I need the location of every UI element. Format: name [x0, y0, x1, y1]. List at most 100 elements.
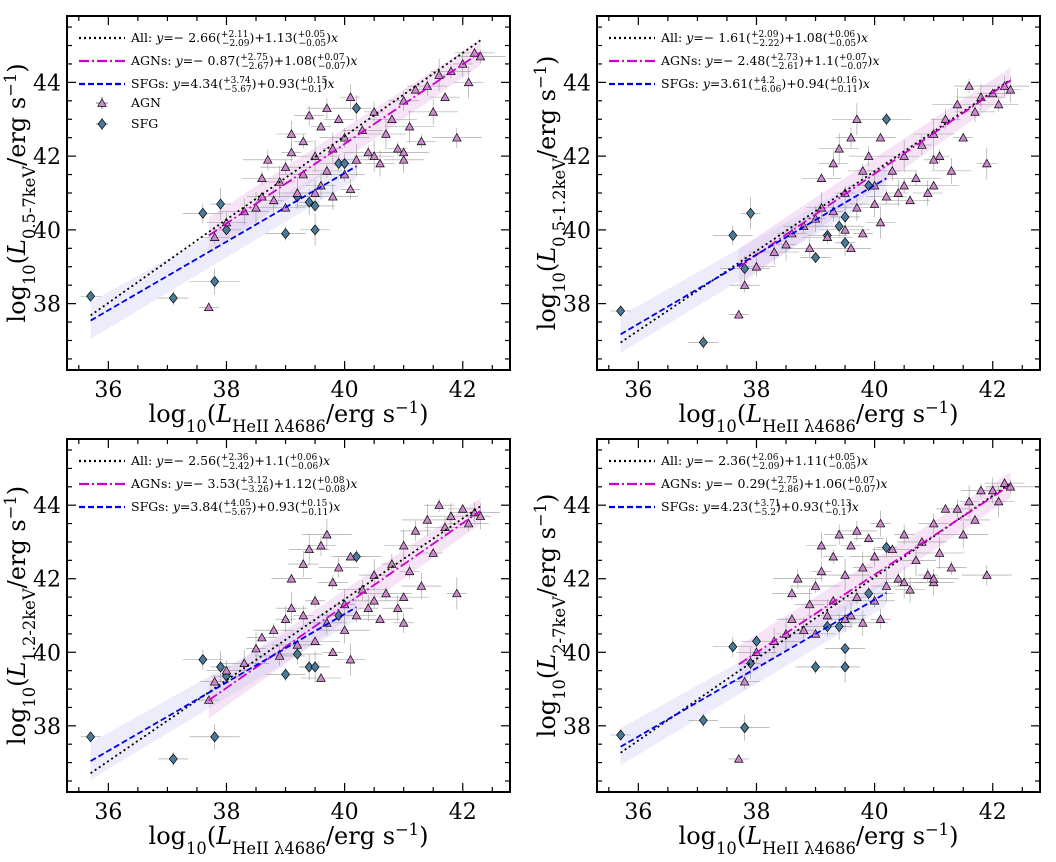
- agn-point: [840, 570, 850, 579]
- y-tick-label: 44: [563, 71, 591, 96]
- agn-point: [369, 151, 379, 160]
- sfg-point: [198, 654, 208, 666]
- agn-point: [369, 570, 379, 579]
- agn-point: [286, 147, 297, 157]
- sfg-point: [840, 661, 850, 673]
- fit-band-sfg: [90, 153, 357, 339]
- agn-point: [475, 511, 486, 520]
- agn-point: [905, 584, 915, 594]
- sfg-point: [698, 714, 708, 726]
- agn-point: [970, 106, 980, 116]
- plot-area: [610, 472, 1036, 766]
- agn-point: [881, 581, 892, 590]
- agn-point: [739, 280, 750, 289]
- fit-line-all: [90, 505, 481, 774]
- agn-point: [958, 529, 969, 539]
- sfg-point: [881, 113, 891, 125]
- agn-point: [286, 603, 297, 612]
- agn-point: [822, 610, 833, 620]
- y-axis-label: log10(L1.2-2keV/erg s−1): [1, 486, 39, 745]
- sfg-point: [616, 729, 626, 741]
- x-tick-label: 40: [331, 378, 359, 403]
- agn-point: [251, 202, 261, 212]
- chart-panel-bottom-right: 36 38 40 42 38 40 42 44 log10(LHeII λ4686/erg s−…: [531, 438, 1041, 858]
- agn-point: [298, 559, 309, 568]
- agn-point: [333, 562, 344, 572]
- agn-point: [804, 243, 815, 253]
- agn-point: [852, 526, 862, 535]
- agn-point: [828, 551, 839, 561]
- y-tick-label: 44: [33, 494, 61, 519]
- agn-point: [452, 132, 462, 142]
- sfg-point: [351, 102, 361, 114]
- agn-point: [322, 103, 332, 112]
- agn-point: [899, 180, 909, 190]
- sfg-point: [168, 292, 178, 304]
- sfg-point: [746, 207, 756, 219]
- agn-point: [846, 540, 856, 550]
- agn-point: [398, 154, 409, 164]
- agn-point: [410, 526, 421, 535]
- agn-point: [1005, 481, 1016, 491]
- agn-point: [310, 151, 320, 160]
- sfg-point: [740, 263, 750, 275]
- x-tick-label: 40: [331, 800, 359, 825]
- agn-point: [863, 533, 874, 542]
- y-tick-label: 40: [33, 219, 61, 244]
- agn-point: [434, 500, 444, 509]
- agn-point: [392, 143, 403, 153]
- agn-point: [852, 114, 862, 123]
- x-tick-label: 38: [212, 800, 240, 825]
- legend-text-agns: AGNs: y=− 2.48(+2.73 −2.61)+1.1(+0.07 −0.0…: [660, 53, 880, 72]
- agn-point: [398, 617, 409, 627]
- agn-point: [404, 566, 415, 576]
- agn-point: [292, 639, 303, 649]
- x-tick-label: 36: [94, 800, 122, 825]
- agn-point: [970, 514, 980, 524]
- agn-point: [398, 592, 409, 601]
- agn-point: [810, 581, 821, 590]
- agn-point: [428, 106, 439, 116]
- agn-point: [398, 540, 409, 550]
- agn-point: [209, 676, 220, 686]
- fit-line-sfg: [90, 165, 357, 322]
- agn-point: [381, 588, 391, 598]
- agn-point: [999, 478, 1010, 487]
- plot-area: [80, 497, 500, 780]
- legend: All: y=− 2.36(+2.06 −2.09)+1.11(+0.05 −0.0…: [609, 453, 887, 518]
- sfg-point: [834, 620, 844, 633]
- legend-marker-agn: [97, 98, 107, 107]
- agn-point: [917, 140, 927, 149]
- sfg-point: [616, 305, 626, 317]
- agn-point: [351, 154, 362, 164]
- agn-point: [446, 511, 456, 520]
- chart-panel-bottom-left: 36 38 40 42 38 40 42 44 log10(LHeII λ4686/erg s−…: [1, 438, 511, 858]
- sfg-point: [310, 200, 320, 212]
- agn-point: [345, 92, 356, 101]
- sfg-point: [840, 211, 850, 223]
- agn-point: [982, 570, 992, 579]
- agn-point: [893, 188, 904, 197]
- fit-line-all: [620, 78, 1011, 344]
- agn-point: [251, 643, 261, 653]
- sfg-point: [811, 661, 820, 673]
- agn-point: [875, 217, 886, 227]
- agn-point: [928, 573, 939, 583]
- sfg-point: [86, 290, 96, 302]
- x-tick-label: 36: [94, 378, 122, 403]
- legend-text-sfgs: SFGs: y=4.34(+3.74 −5.67)+0.93(+0.15 −0.1)…: [131, 76, 335, 95]
- agn-point: [822, 232, 833, 241]
- agn-point: [816, 540, 827, 550]
- sfg-point: [198, 207, 208, 219]
- legend-text-sfgs: SFGs: y=3.84(+4.05 −5.67)+0.93(+0.15 −0.11…: [131, 499, 340, 518]
- agn-point: [993, 496, 1004, 506]
- agn-point: [257, 173, 267, 182]
- x-tick-label: 42: [979, 378, 1007, 403]
- agn-point: [316, 121, 326, 131]
- agn-point: [982, 158, 992, 168]
- agn-point: [286, 129, 297, 138]
- agn-point: [899, 577, 909, 587]
- agn-point: [928, 154, 939, 164]
- agn-point: [881, 191, 892, 201]
- sfg-point: [864, 587, 874, 599]
